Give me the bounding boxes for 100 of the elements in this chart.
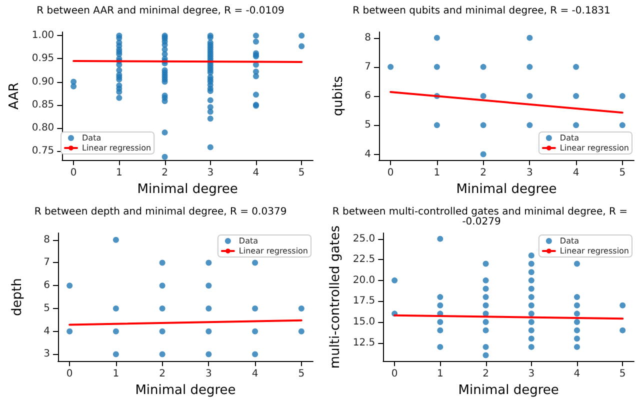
x-tick-label: 4 (252, 368, 258, 380)
x-tick-label: 5 (298, 168, 305, 179)
point (526, 93, 533, 100)
x-tick-label: 4 (574, 368, 580, 380)
y-tick-label: 0.80 (32, 122, 54, 134)
point (528, 286, 534, 292)
point (573, 122, 580, 128)
y-tick-label: 25.0 (352, 233, 376, 244)
point (112, 236, 119, 243)
point (528, 294, 534, 300)
y-tick-label: 7 (44, 257, 50, 268)
point (206, 305, 212, 312)
point (66, 328, 73, 334)
point (573, 93, 580, 100)
point (482, 277, 489, 284)
point (434, 64, 440, 70)
point (482, 260, 489, 267)
x-tick-label: 2 (162, 168, 168, 179)
point (252, 328, 258, 334)
point (480, 151, 486, 158)
y-tick-label: 12.5 (352, 337, 376, 348)
point (482, 327, 489, 334)
x-tick-label: 4 (252, 168, 260, 179)
y-tick-label: 15.0 (352, 316, 376, 328)
legend-label: Data (82, 134, 102, 142)
y-tick-label: 8 (44, 234, 50, 246)
point (528, 319, 534, 326)
point (574, 327, 580, 334)
chart-title: R between qubits and minimal degree, R = -0.1831 (352, 6, 610, 16)
point (392, 277, 398, 284)
point (619, 93, 626, 100)
x-tick-label: 0 (70, 168, 77, 179)
point (298, 328, 304, 334)
y-tick-label: 4 (364, 148, 371, 160)
point (574, 336, 580, 342)
y-tick-label: 5 (364, 120, 371, 131)
point (528, 269, 534, 276)
point (526, 122, 533, 128)
y-tick-label: 1.00 (32, 30, 54, 42)
y-axis-title: qubits (331, 76, 346, 116)
x-tick-label: 3 (528, 368, 535, 380)
legend-label: Data (560, 134, 580, 142)
y-tick-label: 20.0 (352, 274, 376, 286)
point (482, 352, 489, 358)
point (434, 34, 440, 41)
point (112, 305, 119, 312)
y-tick-label: 6 (364, 90, 371, 102)
point (437, 302, 444, 308)
point (437, 344, 444, 350)
point (206, 351, 212, 358)
point (528, 277, 534, 284)
point (574, 260, 580, 267)
x-tick-label: 1 (116, 168, 122, 179)
y-tick-label: 0.75 (32, 145, 54, 156)
chart-title: R between depth and minimal degree, R = 0.0379 (34, 206, 287, 218)
point (112, 328, 119, 334)
point (574, 310, 580, 317)
point (482, 286, 489, 292)
point (620, 327, 626, 334)
y-axis-title: depth (10, 278, 25, 316)
point (206, 260, 212, 266)
point (528, 336, 534, 342)
x-tick-label: 3 (526, 168, 533, 179)
point (159, 282, 166, 289)
point (112, 351, 119, 358)
x-tick-label: 0 (387, 168, 394, 179)
point (388, 64, 394, 70)
point (482, 344, 489, 350)
point (526, 64, 533, 70)
x-tick-label: 1 (436, 368, 444, 380)
point (528, 260, 534, 267)
legend-label: Linear regression (238, 246, 308, 256)
point (298, 305, 304, 312)
point (252, 305, 258, 312)
x-tick-label: 1 (434, 168, 440, 179)
point (482, 319, 489, 326)
point (252, 260, 258, 266)
y-tick-label: 5 (44, 302, 50, 314)
point (482, 302, 489, 308)
point (528, 344, 534, 350)
point (482, 294, 489, 300)
point (159, 351, 166, 358)
y-axis-title: AAR (7, 82, 22, 110)
point (159, 260, 166, 266)
y-tick-label: 4 (44, 326, 50, 337)
point (620, 302, 626, 308)
point (480, 64, 486, 70)
chart-title: R between multi-controlled gates and minimal degree, R = -0.0279 (332, 206, 631, 228)
y-tick-label: 3 (44, 348, 50, 360)
point (437, 294, 444, 300)
y-tick-label: 0.85 (32, 99, 54, 110)
point (573, 64, 580, 70)
legend-label: Data (238, 236, 258, 246)
point (159, 328, 166, 334)
point (206, 328, 212, 334)
point (528, 327, 534, 334)
x-tick-label: 2 (159, 368, 166, 380)
point (252, 351, 258, 358)
y-tick-label: 22.5 (352, 254, 376, 266)
x-tick-label: 1 (112, 368, 120, 380)
